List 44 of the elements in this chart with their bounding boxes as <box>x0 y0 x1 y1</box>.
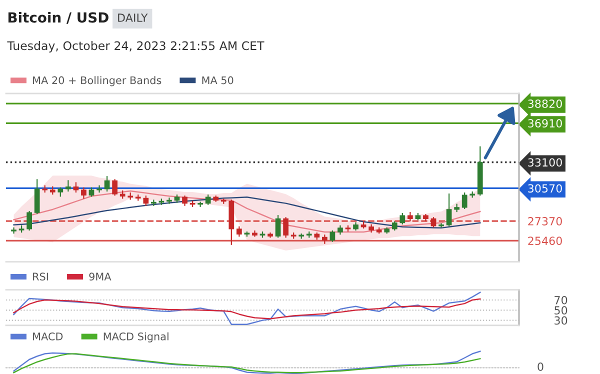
candlestick <box>96 185 102 193</box>
candlestick <box>26 210 32 231</box>
candlestick <box>11 227 16 234</box>
line-series <box>13 292 481 325</box>
legend-label: RSI <box>33 272 48 281</box>
candlestick <box>205 194 211 205</box>
y-tick-label: 50 <box>554 306 568 315</box>
candlestick <box>330 230 336 242</box>
candlestick <box>34 179 40 214</box>
y-tick-label: 30 <box>554 316 568 325</box>
candlestick <box>430 217 436 228</box>
chart-title: Bitcoin / USD <box>8 12 108 24</box>
y-tick-label: 33100 <box>528 158 562 167</box>
y-tick-label: 30570 <box>528 184 562 193</box>
candlestick <box>182 196 188 206</box>
legend-label: MA 50 <box>202 76 234 84</box>
candlestick <box>400 213 406 224</box>
legend-label: MACD Signal <box>104 332 168 342</box>
chart-subtitle: DAILY <box>118 14 148 22</box>
candlestick <box>236 226 242 237</box>
candlestick <box>462 192 468 209</box>
candlestick <box>81 187 86 199</box>
series-label: MACD <box>33 332 63 340</box>
candlestick <box>446 194 452 226</box>
text: Tuesday, October 24, 2023 2:21:55 AM CET <box>7 41 264 52</box>
candlestick <box>104 176 110 192</box>
y-tick-label: 36910 <box>528 119 562 128</box>
candlestick <box>166 198 172 204</box>
y-tick-label: 38820 <box>528 100 562 108</box>
legend-label: MA 20 + Bollinger Bands <box>33 76 162 86</box>
ref-line-label: 0 <box>538 362 544 371</box>
candlestick <box>73 182 79 193</box>
y-tick-label: 25460 <box>528 236 562 246</box>
candlestick <box>143 196 149 206</box>
legend-label: 9MA <box>89 272 112 281</box>
y-tick-label: 70 <box>554 296 568 304</box>
line-series <box>13 298 481 320</box>
candlestick <box>283 217 288 238</box>
candlestick <box>112 179 118 196</box>
line-series <box>13 196 481 229</box>
y-tick-label: 27370 <box>528 217 562 226</box>
candlestick <box>438 223 444 228</box>
candlestick <box>66 180 71 192</box>
candlestick <box>275 215 281 238</box>
